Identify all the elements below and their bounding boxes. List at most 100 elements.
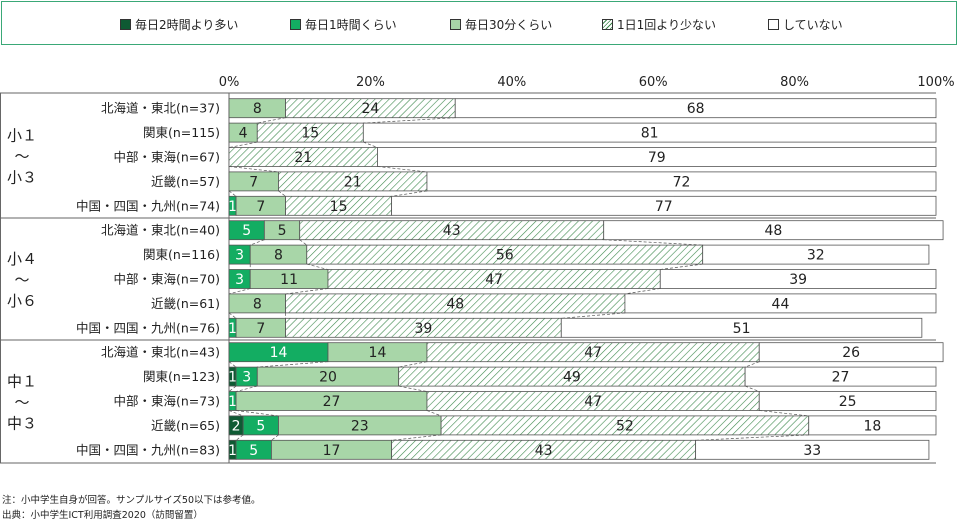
data-label: 14 [369,345,387,361]
data-label: 1 [228,370,237,386]
row-label: 北海道・東北(n=37) [101,101,220,116]
connector-line [398,385,428,392]
connector-line [250,239,265,246]
row-label: 中部・東海(n=73) [113,394,220,409]
data-label: 27 [323,394,341,410]
bar-segment [603,220,944,241]
data-label: 21 [344,174,362,190]
data-label: 48 [764,223,782,239]
row-label: 中国・四国・九州(n=83) [76,442,220,457]
row-label: 関東(n=116) [143,247,220,262]
row-label: 近畿(n=61) [151,296,220,311]
connector-line [299,239,307,246]
connector-line [624,288,661,295]
group-label: 小４ [7,250,37,268]
legend-swatch [768,19,779,30]
bar-segment [391,195,937,216]
legend-label: 毎日30分くらい [465,18,553,32]
row-label: 北海道・東北(n=40) [101,223,220,238]
group-label: 小３ [7,169,37,187]
legend-swatch [450,19,461,30]
connector-line [271,434,279,441]
bar-segment [758,342,944,363]
bar-segment [695,439,930,460]
row-label: 関東(n=115) [143,125,220,140]
data-label: 2 [232,418,241,434]
data-label: 7 [256,321,265,337]
legend-label: 1日1回より少ない [617,18,717,32]
connector-line [228,190,237,197]
connector-line [759,410,809,417]
connector-line [391,190,428,197]
data-label: 3 [242,370,251,386]
connector-line [391,434,442,441]
group-label: 中１ [7,373,37,391]
group-label: 小６ [7,292,37,310]
bar-segment [377,147,937,167]
group-label: 〜 [14,148,29,166]
group-label: 小１ [7,127,37,145]
connector-line [426,410,442,417]
group-label: 〜 [14,394,29,412]
row-label: 中部・東海(n=67) [113,150,220,165]
bar-segment [808,415,937,436]
data-label: 52 [616,418,634,434]
row-label: 中国・四国・九州(n=76) [76,320,220,335]
x-tick-label: 100% [917,75,954,90]
connector-line [236,410,279,417]
data-label: 47 [584,394,602,410]
bar-segment [744,366,937,387]
x-tick-label: 60% [639,75,668,90]
group-label: 〜 [14,271,29,289]
data-label: 5 [256,418,265,434]
x-tick-label: 0% [219,75,240,90]
group-label: 中３ [7,415,37,433]
legend-label: していない [783,18,843,32]
data-label: 39 [415,321,433,337]
data-label: 8 [274,248,283,264]
data-label: 5 [278,223,287,239]
connector-line [228,385,237,392]
connector-line [306,263,329,270]
data-label: 26 [842,345,860,361]
data-label: 48 [446,296,464,312]
data-label: 44 [772,296,790,312]
data-label: 18 [863,418,881,434]
bar-segment [659,269,937,289]
legend-label: 毎日1時間くらい [305,18,397,32]
data-label: 47 [584,345,602,361]
connector-line [235,385,258,392]
legend-swatch [290,19,301,30]
data-label: 1 [228,321,237,337]
bar-segment [362,122,937,143]
legend: 毎日2時間より多い 毎日1時間くらい 毎日30分くらい 1日1回より少ない して… [1,1,957,45]
connector-line [228,312,237,319]
data-label: 5 [249,443,258,459]
legend-swatch [120,19,131,30]
data-label: 49 [563,370,581,386]
row-label: 近畿(n=57) [151,174,220,189]
data-label: 4 [239,126,248,142]
data-label: 24 [361,101,379,117]
data-label: 79 [648,150,666,166]
connector-line [235,434,244,441]
connector-line [660,263,703,270]
data-label: 68 [687,101,705,117]
data-label: 33 [803,443,821,459]
legend-item-less-than-daily: 1日1回より少ない [602,16,716,33]
data-label: 17 [323,443,341,459]
data-label: 3 [235,248,244,264]
legend-item-30min: 毎日30分くらい [450,16,552,33]
bar-segment [454,98,937,119]
data-label: 77 [655,199,673,215]
row-label: 中国・四国・九州(n=74) [76,198,220,213]
data-label: 43 [535,443,553,459]
connector-line [377,166,427,173]
connector-line [278,190,286,197]
row-label: 中部・東海(n=70) [113,272,220,287]
footnote-note: 注：小中学生自身が回答。サンプルサイズ50以下は参考値。 [2,495,261,506]
connector-line [257,361,329,368]
x-tick-label: 20% [356,75,385,90]
legend-label: 毎日2時間より多い [135,18,239,32]
connector-line [744,361,760,368]
